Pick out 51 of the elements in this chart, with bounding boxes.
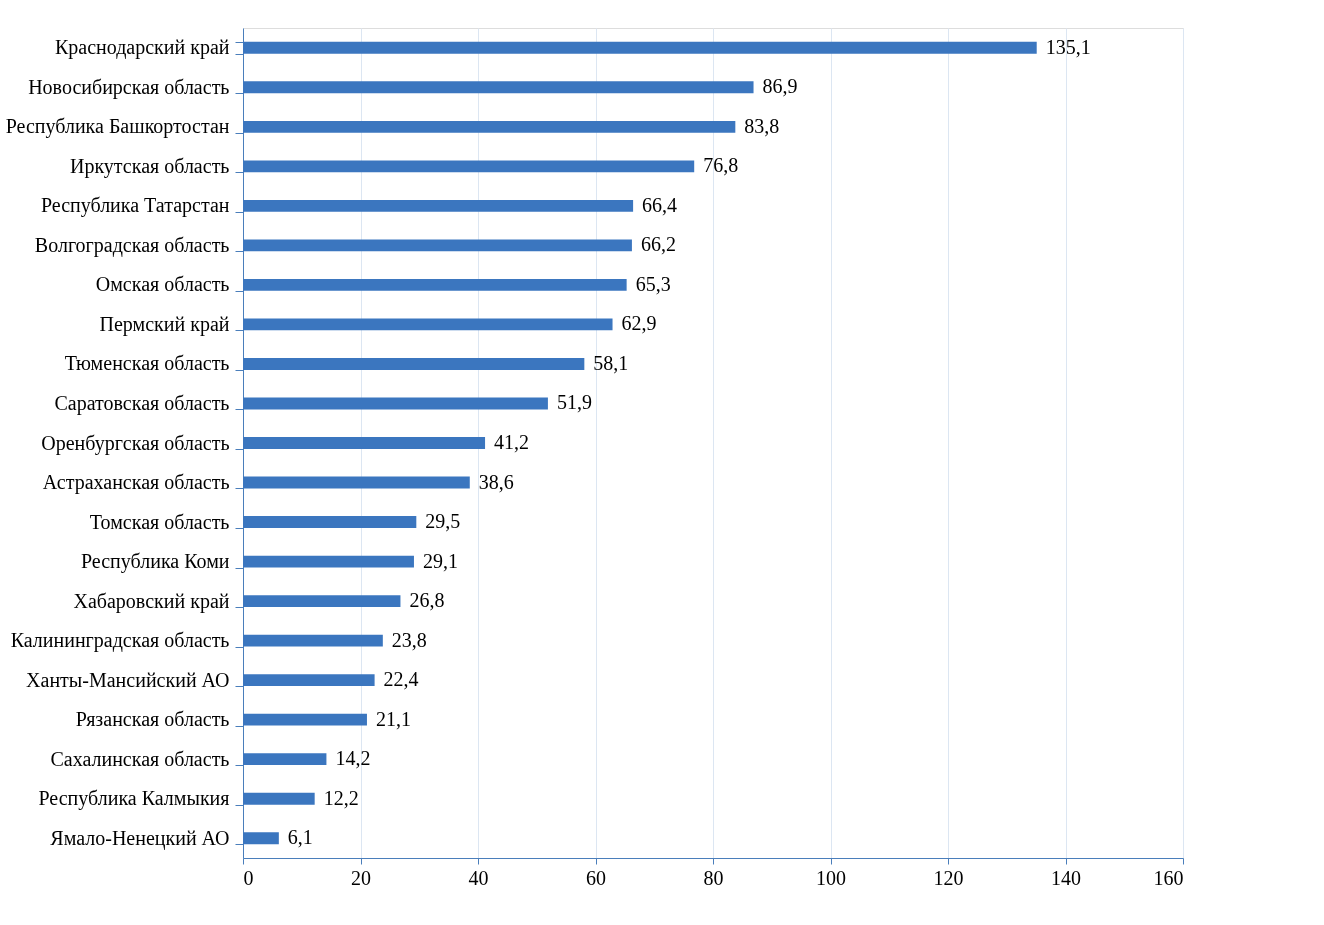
data-label: 22,4: [383, 668, 419, 691]
x-tick-label: 40: [468, 866, 489, 889]
data-label: 51,9: [556, 391, 592, 414]
data-label: 41,2: [494, 431, 530, 453]
data-label: 66,4: [642, 193, 678, 216]
data-label: 29,5: [425, 510, 461, 533]
y-tick-label: Сахалинская область: [50, 747, 230, 770]
data-label: 65,3: [635, 272, 671, 295]
data-label: 26,8: [409, 589, 445, 612]
data-label: 66,2: [640, 233, 676, 256]
data-label: 83,8: [744, 114, 780, 137]
y-tick-label: Республика Коми: [80, 550, 230, 574]
y-tick-label: Республика Калмыкия: [38, 787, 230, 811]
y-tick-label: Пермский край: [99, 312, 230, 336]
y-tick-label: Иркутская область: [69, 154, 230, 178]
data-label: 135,1: [1045, 35, 1091, 58]
data-label: 23,8: [391, 628, 427, 651]
x-tick-label: 60: [586, 866, 606, 889]
y-tick-label: Волгоградская область: [34, 233, 230, 257]
y-tick-label: Калининградская область: [10, 629, 230, 653]
data-label: 38,6: [478, 470, 514, 493]
data-label: 21,1: [375, 707, 411, 730]
x-tick-label: 0: [243, 866, 254, 889]
y-tick-label: Омская область: [95, 273, 230, 296]
x-tick-label: 140: [1051, 866, 1081, 889]
data-label: 58,1: [593, 351, 629, 374]
y-tick-label: Рязанская область: [75, 708, 230, 731]
y-tick-label: Томская область: [89, 510, 230, 533]
x-tick-label: 80: [703, 866, 724, 889]
data-label: 14,2: [335, 747, 371, 770]
data-label: 86,9: [762, 75, 798, 98]
data-label: 12,2: [323, 786, 359, 809]
y-tick-label: Тюменская область: [64, 352, 230, 375]
data-label: 6,1: [287, 826, 313, 849]
y-tick-label: Ханты-Мансийский АО: [26, 668, 230, 691]
y-tick-label: Оренбургская область: [41, 431, 230, 455]
x-tick-label: 120: [933, 866, 964, 889]
data-label: 62,9: [621, 312, 657, 335]
y-tick-label: Саратовская область: [54, 391, 230, 415]
y-tick-label: Республика Татарстан: [40, 194, 230, 218]
x-tick-label: 20: [351, 866, 371, 889]
data-label: 29,1: [422, 549, 458, 572]
x-tick-label: 100: [816, 866, 846, 889]
data-label: 76,8: [703, 154, 739, 177]
y-tick-label: Новосибирская область: [28, 75, 230, 99]
y-tick-label: Хабаровский край: [73, 589, 230, 613]
y-tick-label: Ямало-Ненецкий АО: [50, 826, 230, 850]
x-tick-label: 160: [1153, 866, 1184, 889]
y-tick-label: Краснодарский край: [54, 36, 230, 60]
y-tick-label: Астраханская область: [42, 471, 230, 495]
y-tick-label: Республика Башкортостан: [5, 115, 230, 139]
